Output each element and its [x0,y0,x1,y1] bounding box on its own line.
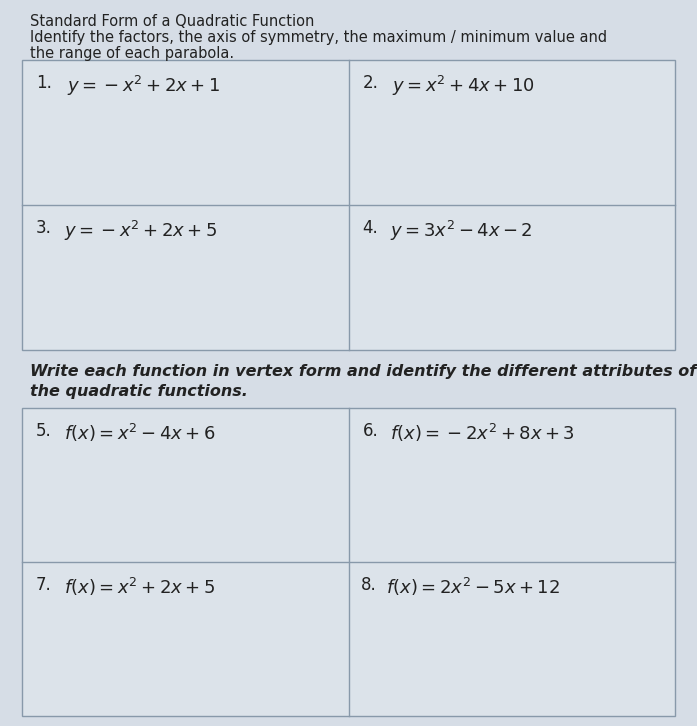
Text: Identify the factors, the axis of symmetry, the maximum / minimum value and: Identify the factors, the axis of symmet… [30,30,607,45]
Text: $f(x) = -2x^2 + 8x + 3$: $f(x) = -2x^2 + 8x + 3$ [390,422,576,444]
Text: $f(x) = 2x^2 - 5x + 12$: $f(x) = 2x^2 - 5x + 12$ [387,576,560,598]
Text: $y = -x^2 + 2x + 5$: $y = -x^2 + 2x + 5$ [64,219,217,243]
Text: $f(x) = x^2 - 4x + 6$: $f(x) = x^2 - 4x + 6$ [64,422,215,444]
Text: the quadratic functions.: the quadratic functions. [30,384,248,399]
Text: Write each function in vertex form and identify the different attributes of: Write each function in vertex form and i… [30,364,696,379]
Text: 4.: 4. [362,219,378,237]
Text: $y = x^2 + 4x + 10$: $y = x^2 + 4x + 10$ [392,74,535,98]
Bar [22,60,675,350]
Text: 3.: 3. [36,219,52,237]
Text: 5.: 5. [36,422,52,440]
Text: 6.: 6. [362,422,378,440]
Bar [22,408,675,716]
Text: 2.: 2. [362,74,378,92]
Text: 8.: 8. [360,576,376,594]
Text: the range of each parabola.: the range of each parabola. [30,46,234,61]
Text: $y = 3x^2 - 4x - 2$: $y = 3x^2 - 4x - 2$ [390,219,533,243]
Text: 7.: 7. [36,576,52,594]
Text: $f(x) = x^2 + 2x + 5$: $f(x) = x^2 + 2x + 5$ [64,576,215,598]
Text: $y = -x^2 + 2x + 1$: $y = -x^2 + 2x + 1$ [67,74,220,98]
Text: Standard Form of a Quadratic Function: Standard Form of a Quadratic Function [30,14,314,29]
Text: 1.: 1. [36,74,52,92]
